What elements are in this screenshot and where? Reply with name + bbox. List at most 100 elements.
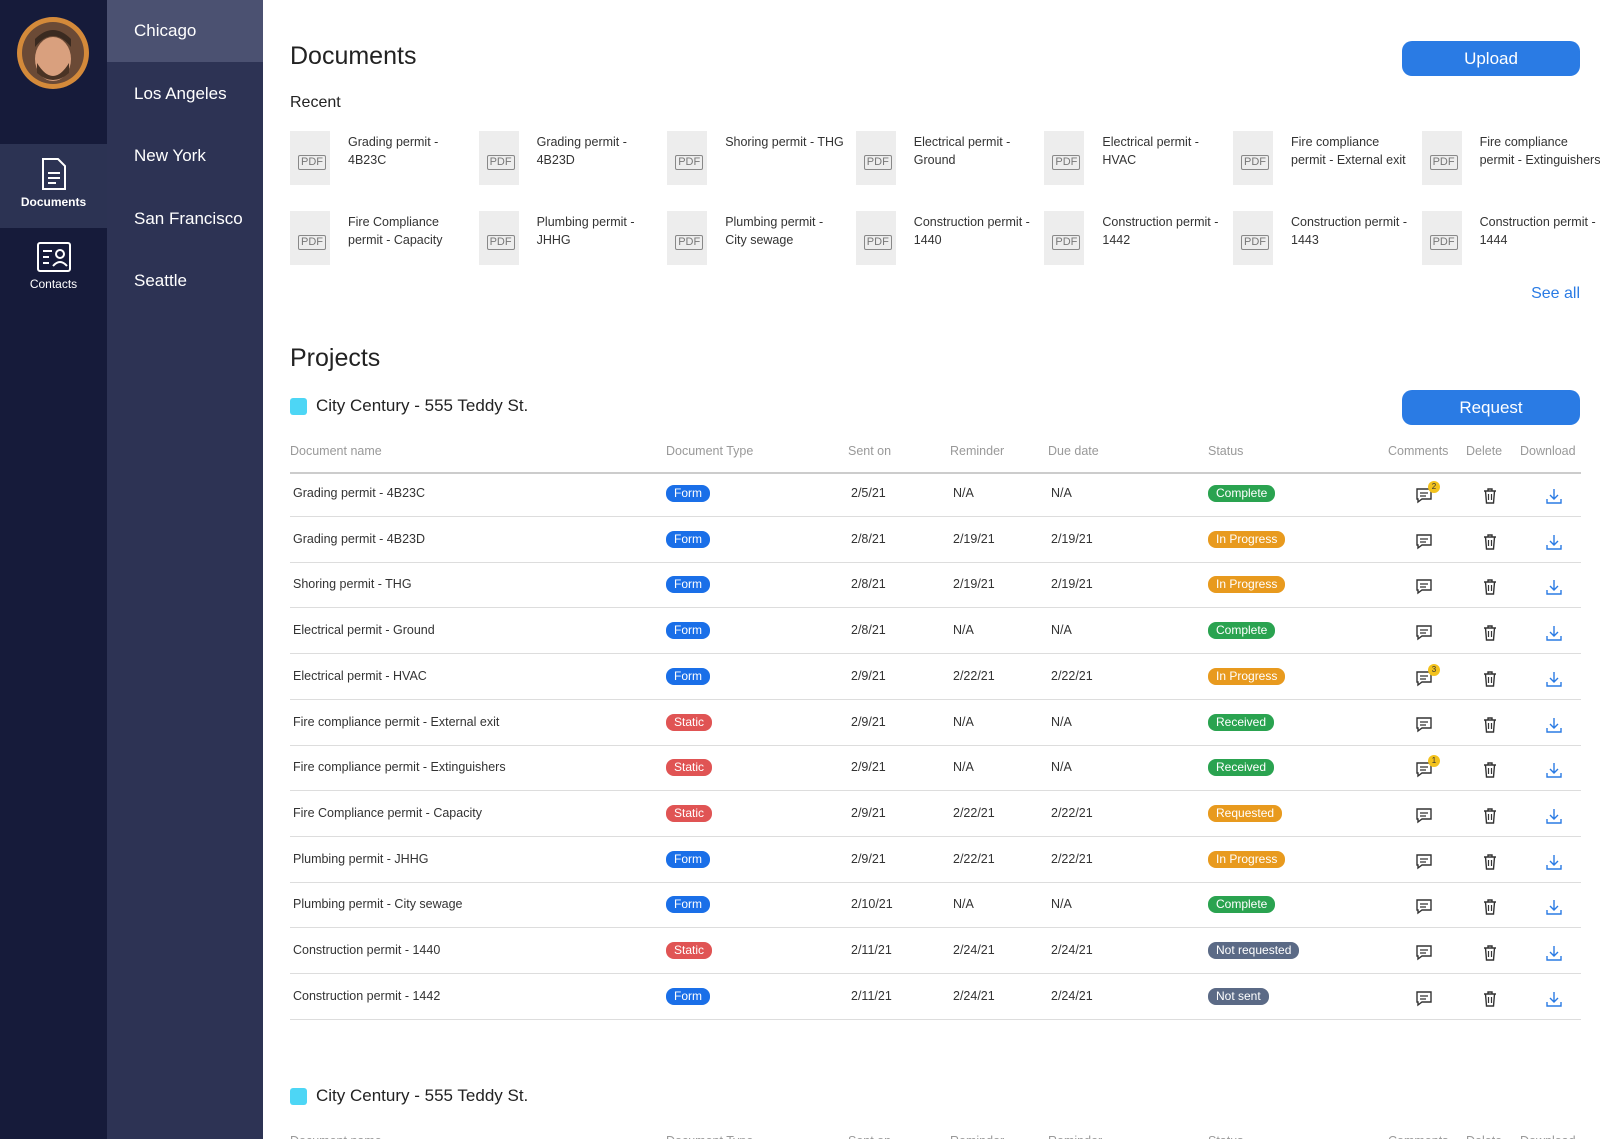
recent-document[interactable]: PDF Grading permit - 4B23C — [290, 131, 475, 187]
download-button[interactable] — [1545, 990, 1563, 1008]
contacts-icon — [36, 242, 71, 272]
cell-due-date: 2/19/21 — [1051, 577, 1093, 592]
city-item[interactable]: San Francisco — [134, 208, 243, 228]
comments-button[interactable] — [1415, 898, 1433, 916]
download-button[interactable] — [1545, 761, 1563, 779]
icon-rail: Documents Contacts — [0, 0, 107, 1139]
download-button[interactable] — [1545, 533, 1563, 551]
avatar[interactable] — [17, 17, 89, 89]
project-name: City Century - 555 Teddy St. — [316, 396, 529, 415]
row-rule — [290, 561, 1581, 563]
type-badge: Form — [666, 896, 710, 914]
recent-document[interactable]: PDF Plumbing permit - JHHG — [478, 211, 664, 267]
download-button[interactable] — [1545, 624, 1563, 642]
header-rule — [290, 472, 1581, 474]
recent-document[interactable]: PDF Plumbing permit - City sewage — [667, 211, 852, 267]
cell-name: Electrical permit - Ground — [293, 623, 435, 638]
download-button[interactable] — [1545, 578, 1563, 596]
pdf-label: PDF — [1052, 235, 1081, 250]
city-item[interactable]: New York — [134, 146, 206, 165]
delete-button[interactable] — [1481, 990, 1499, 1008]
delete-button[interactable] — [1481, 853, 1499, 871]
column-header: Document Type — [666, 444, 754, 458]
nav-contacts[interactable]: Contacts — [0, 228, 107, 312]
comments-button[interactable] — [1415, 807, 1433, 825]
comments-button[interactable] — [1415, 853, 1433, 871]
delete-button[interactable] — [1481, 487, 1499, 505]
pdf-label: PDF — [298, 155, 326, 170]
delete-button[interactable] — [1481, 716, 1499, 734]
cell-sent-on: 2/8/21 — [851, 577, 886, 592]
comments-button[interactable] — [1415, 716, 1433, 734]
comments-button[interactable] — [1415, 944, 1433, 962]
city-item[interactable]: Seattle — [134, 271, 187, 290]
type-badge: Form — [666, 667, 710, 685]
recent-document[interactable]: PDF Grading permit - 4B23D — [478, 131, 664, 187]
download-button[interactable] — [1545, 898, 1563, 916]
delete-button[interactable] — [1481, 624, 1499, 642]
cell-sent-on: 2/8/21 — [851, 623, 886, 638]
comments-button[interactable] — [1415, 624, 1433, 642]
comments-button[interactable] — [1415, 578, 1433, 596]
delete-button[interactable] — [1481, 578, 1499, 596]
download-button[interactable] — [1545, 944, 1563, 962]
project-color — [290, 1088, 307, 1105]
download-button[interactable] — [1545, 716, 1563, 734]
download-button[interactable] — [1545, 853, 1563, 871]
city-item[interactable]: Los Angeles — [134, 83, 227, 103]
download-button[interactable] — [1545, 670, 1563, 688]
cell-reminder: 2/24/21 — [953, 943, 995, 957]
delete-button[interactable] — [1481, 807, 1499, 825]
recent-document[interactable]: PDF Construction permit - 1444 — [1421, 211, 1600, 267]
comment-count: 1 — [1428, 755, 1440, 768]
row-rule — [290, 927, 1581, 929]
recent-document[interactable]: PDF Electrical permit - HVAC — [1044, 131, 1229, 187]
pdf-icon: PDF — [290, 211, 330, 265]
column-header: Comments — [1388, 444, 1449, 458]
recent-document[interactable]: PDF Fire compliance permit - Extinguisher… — [1421, 131, 1600, 187]
recent-document-name: Fire compliance permit - External exit — [1291, 135, 1406, 167]
recent-document[interactable]: PDF Construction permit - 1440 — [855, 211, 1041, 267]
download-button[interactable] — [1545, 807, 1563, 825]
row-rule — [290, 790, 1581, 792]
nav-documents[interactable]: Documents — [0, 144, 107, 228]
pdf-label: PDF — [863, 155, 892, 170]
status-badge: In Progress — [1208, 576, 1286, 594]
recent-document[interactable]: PDF Electrical permit - Ground — [855, 131, 1041, 187]
pdf-label: PDF — [1241, 155, 1269, 170]
recent-document[interactable]: PDF Shoring permit - THG — [667, 131, 852, 187]
pdf-label: PDF — [1429, 155, 1458, 170]
download-button[interactable] — [1545, 487, 1563, 505]
type-badge: Form — [666, 987, 710, 1005]
status-badge: Not sent — [1208, 987, 1269, 1005]
comments-button[interactable] — [1415, 990, 1433, 1008]
column-header: Delete — [1466, 1134, 1502, 1139]
city-item[interactable]: Chicago — [107, 0, 263, 62]
cell-due-date: 2/22/21 — [1051, 668, 1093, 683]
recent-document-name: Construction permit - 1440 — [913, 215, 1030, 247]
column-header: Delete — [1466, 444, 1503, 458]
type-badge: Static — [666, 942, 713, 959]
type-badge: Static — [666, 759, 713, 777]
comments-button[interactable] — [1415, 533, 1433, 551]
recent-document[interactable]: PDF Construction permit - 1442 — [1044, 211, 1229, 267]
delete-button[interactable] — [1481, 898, 1499, 916]
column-header: Status — [1208, 444, 1244, 458]
request-button[interactable]: Request — [1402, 390, 1580, 425]
status-badge: Complete — [1208, 622, 1276, 640]
delete-button[interactable] — [1481, 533, 1499, 551]
projects-title: Projects — [290, 344, 381, 372]
recent-document[interactable]: PDF Fire compliance permit - External exi… — [1233, 131, 1418, 187]
see-all-link[interactable]: See all — [1531, 285, 1580, 302]
type-badge: Form — [666, 850, 710, 868]
comment-count: 3 — [1428, 663, 1440, 676]
cell-sent-on: 2/10/21 — [851, 897, 893, 912]
recent-document[interactable]: PDF Fire Compliance permit - Capacity — [290, 211, 475, 267]
delete-button[interactable] — [1481, 670, 1499, 688]
cell-sent-on: 2/9/21 — [851, 760, 886, 775]
delete-button[interactable] — [1481, 944, 1499, 962]
upload-button[interactable]: Upload — [1402, 41, 1580, 76]
delete-button[interactable] — [1481, 761, 1499, 779]
recent-document-name: Electrical permit - HVAC — [1102, 135, 1199, 167]
recent-document[interactable]: PDF Construction permit - 1443 — [1233, 211, 1418, 267]
